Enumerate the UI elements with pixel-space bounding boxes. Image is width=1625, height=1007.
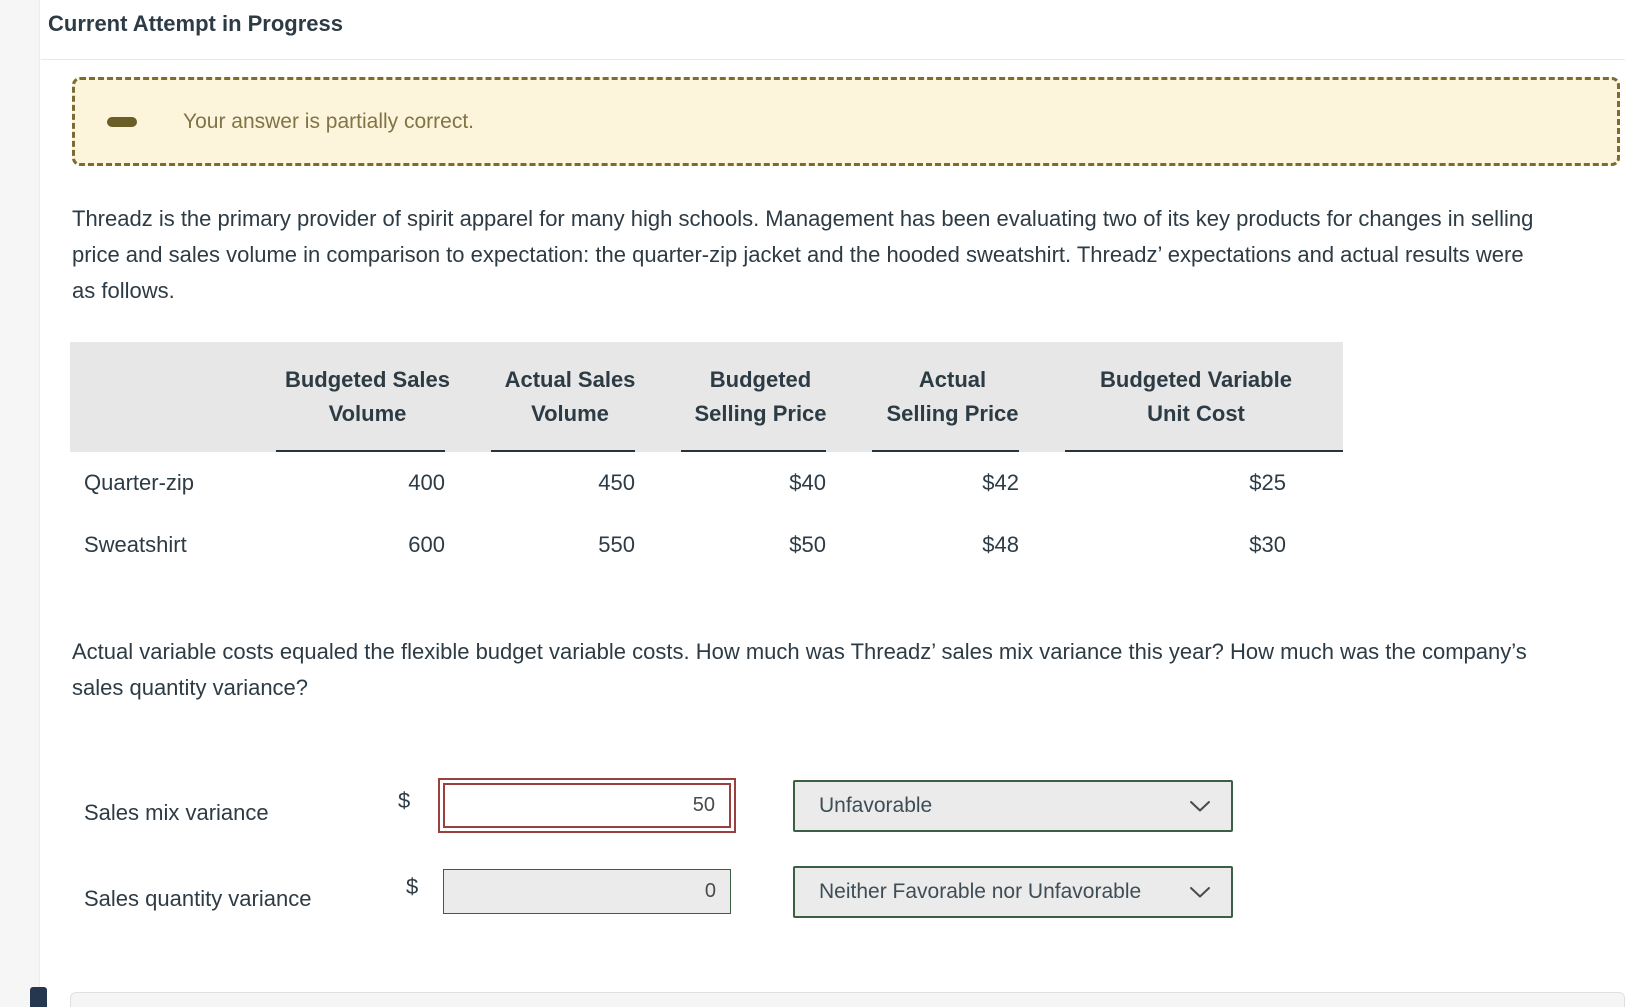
results-table: Budgeted Sales Volume Actual Sales Volume … (70, 342, 1343, 576)
selected-option: Neither Favorable nor Unfavorable (819, 880, 1142, 903)
sales-mix-variance-input[interactable] (443, 783, 731, 828)
column-header (70, 342, 260, 452)
row-label: Sweatshirt (84, 532, 187, 557)
cell-value: 400 (408, 470, 445, 495)
currency-symbol: $ (406, 874, 419, 899)
sales-mix-variance-field-wrapper (438, 778, 736, 833)
cell-value: 600 (408, 532, 445, 557)
cell-value: $42 (982, 470, 1019, 495)
selected-option: Unfavorable (819, 794, 933, 817)
result-banner: Your answer is partially correct. (72, 77, 1620, 166)
chevron-down-icon (1190, 800, 1210, 811)
sales-mix-direction-select[interactable]: Unfavorable (793, 780, 1233, 832)
sales-quantity-variance-field-wrapper (438, 864, 736, 919)
cell-value: 550 (598, 532, 635, 557)
answer-label-sales-mix: Sales mix variance (84, 800, 269, 825)
column-header: Budgeted Variable Unit Cost (1049, 342, 1343, 452)
answer-label-sales-quantity: Sales quantity variance (84, 886, 312, 911)
question-text: Actual variable costs equaled the flexib… (72, 639, 1527, 700)
table-header-row: Budgeted Sales Volume Actual Sales Volume … (70, 342, 1343, 452)
column-header: Budgeted Selling Price (665, 342, 856, 452)
banner-message: Your answer is partially correct. (183, 109, 475, 133)
table-row: Quarter-zip 400 450 $40 $42 $25 (70, 452, 1343, 514)
page-gutter (0, 0, 40, 1007)
partially-correct-dash-icon (107, 116, 137, 127)
problem-intro: Threadz is the primary provider of spiri… (72, 206, 1534, 303)
column-header: Budgeted Sales Volume (260, 342, 475, 452)
sales-quantity-variance-input[interactable] (443, 869, 731, 914)
title-divider (41, 59, 1625, 60)
currency-symbol: $ (398, 788, 411, 813)
cell-value: $40 (789, 470, 826, 495)
column-header: Actual Selling Price (856, 342, 1049, 452)
sales-quantity-direction-select[interactable]: Neither Favorable nor Unfavorable (793, 866, 1233, 918)
cell-value: $25 (1249, 470, 1286, 495)
cell-value: $50 (789, 532, 826, 557)
chevron-down-icon (1190, 886, 1210, 897)
row-label: Quarter-zip (84, 470, 195, 495)
cell-value: 450 (598, 470, 635, 495)
cell-value: $48 (982, 532, 1019, 557)
cutoff-ui-element (30, 987, 47, 1007)
next-section-edge (70, 992, 1625, 1007)
table-row: Sweatshirt 600 550 $50 $48 $30 (70, 514, 1343, 576)
cell-value: $30 (1249, 532, 1286, 557)
page-title: Current Attempt in Progress (48, 11, 344, 36)
column-header: Actual Sales Volume (475, 342, 665, 452)
